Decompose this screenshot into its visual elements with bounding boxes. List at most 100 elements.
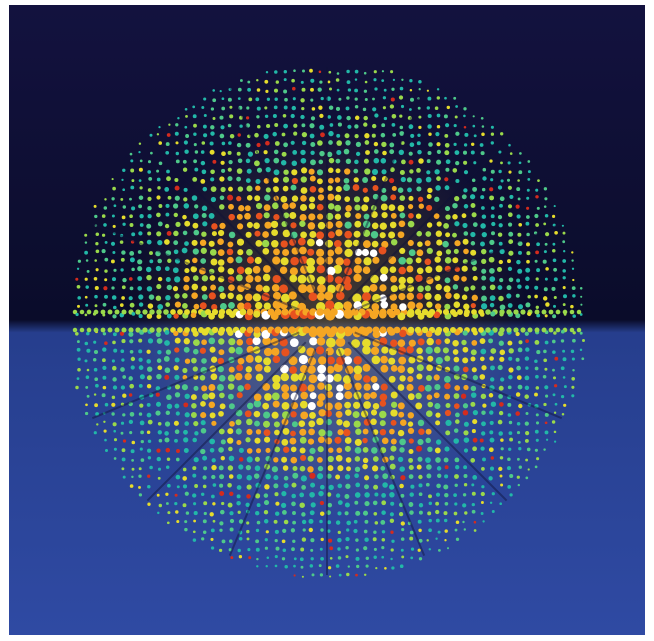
lattice-point: [130, 356, 136, 362]
lattice-point: [246, 402, 254, 410]
lattice-point: [354, 257, 362, 265]
lattice-point: [201, 275, 209, 282]
lattice-point: [337, 511, 342, 516]
lattice-point: [455, 412, 460, 418]
lattice-point: [452, 232, 457, 238]
lattice-point: [84, 295, 88, 299]
lattice-point: [343, 429, 351, 437]
lattice-point: [264, 194, 271, 201]
lattice-point: [518, 222, 523, 227]
lattice-point: [85, 403, 88, 407]
lattice-point: [354, 466, 361, 472]
lattice-point: [308, 292, 318, 302]
lattice-point: [191, 283, 199, 291]
lattice-point: [246, 529, 250, 534]
lattice-point: [334, 246, 343, 255]
lattice-point: [327, 193, 335, 201]
lattice-point: [524, 421, 529, 426]
lattice-point: [428, 548, 432, 551]
lattice-point: [211, 494, 215, 499]
lattice-point: [524, 356, 530, 361]
lattice-point: [184, 309, 190, 315]
lattice-point: [158, 161, 163, 166]
lattice-point: [113, 438, 118, 442]
lattice-point: [424, 384, 432, 392]
lattice-point: [219, 302, 227, 310]
lattice-point: [525, 431, 530, 436]
lattice-point: [562, 376, 566, 379]
lattice-point: [309, 491, 315, 498]
lattice-point: [454, 240, 461, 247]
lattice-point: [316, 203, 324, 211]
lattice-point: [481, 421, 486, 427]
lattice-point: [381, 500, 387, 506]
lattice-point: [274, 429, 280, 436]
lattice-point: [316, 400, 324, 407]
lattice-point: [499, 278, 504, 283]
lattice-point: [481, 431, 486, 436]
lattice-point: [227, 428, 234, 435]
lattice-point: [553, 411, 557, 414]
lattice-point: [362, 107, 367, 112]
lattice-point: [470, 349, 477, 356]
lattice-point: [418, 125, 422, 130]
lattice-point: [174, 276, 181, 283]
lattice-point: [139, 214, 144, 219]
lattice-point: [569, 327, 575, 333]
lattice-point: [166, 176, 171, 182]
lattice-point: [329, 87, 332, 91]
lattice-point: [309, 185, 317, 193]
lattice-point: [77, 357, 81, 361]
lattice-point: [173, 313, 179, 319]
lattice-point: [79, 309, 85, 315]
lattice-point: [163, 309, 169, 315]
lattice-point: [203, 113, 207, 118]
lattice-point: [156, 195, 161, 200]
lattice-point: [262, 383, 271, 391]
lattice-point: [434, 403, 441, 410]
lattice-point: [255, 212, 263, 220]
lattice-point: [316, 292, 326, 301]
lattice-point: [426, 159, 431, 164]
lattice-point: [417, 241, 423, 247]
lattice-point: [121, 285, 126, 290]
lattice-point: [418, 115, 422, 119]
lattice-point: [298, 383, 308, 392]
lattice-point: [156, 133, 160, 136]
lattice-point: [425, 231, 432, 237]
lattice-point: [381, 187, 387, 193]
lattice-point: [290, 222, 297, 229]
lattice-point: [174, 185, 180, 191]
lattice-point: [507, 485, 512, 489]
lattice-point: [469, 194, 476, 200]
lattice-point: [120, 257, 125, 262]
lattice-point: [390, 194, 397, 201]
lattice-point: [507, 212, 513, 218]
lattice-point: [399, 375, 406, 382]
lattice-point: [461, 194, 467, 200]
lattice-point: [500, 161, 503, 165]
lattice-point: [112, 314, 117, 319]
lattice-point: [463, 286, 469, 292]
lattice-point: [131, 467, 135, 471]
lattice-point: [379, 273, 388, 282]
lattice-point: [576, 309, 582, 315]
lattice-point: [562, 231, 566, 235]
lattice-point: [333, 239, 342, 248]
lattice-point: [463, 384, 469, 391]
lattice-point: [193, 519, 197, 523]
lattice-point: [163, 356, 170, 362]
lattice-point: [200, 420, 206, 426]
lattice-point: [130, 185, 135, 190]
lattice-point: [400, 176, 406, 183]
lattice-point: [351, 326, 359, 334]
lattice-point: [184, 241, 189, 246]
lattice-point: [489, 410, 494, 415]
lattice-point: [156, 448, 161, 453]
lattice-point: [121, 327, 127, 333]
lattice-point: [498, 340, 504, 346]
lattice-point: [481, 295, 487, 302]
lattice-point: [462, 222, 468, 228]
lattice-point: [317, 382, 325, 390]
lattice-point: [201, 537, 205, 541]
